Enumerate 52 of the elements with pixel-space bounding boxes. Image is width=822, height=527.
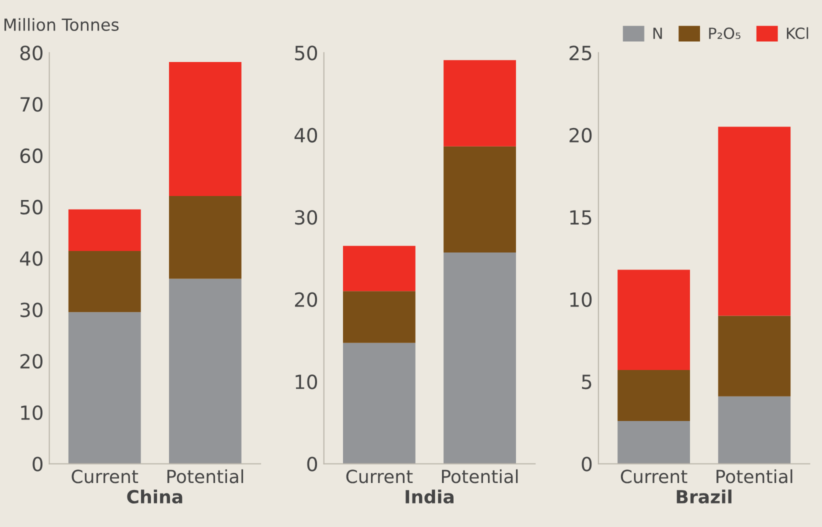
x-axis-title: Brazil bbox=[676, 490, 732, 504]
y-tick-label: 40 bbox=[20, 251, 42, 266]
y-tick-label: 20 bbox=[570, 128, 592, 143]
bar bbox=[618, 370, 690, 422]
y-tick-label: 40 bbox=[294, 128, 318, 143]
x-tick-label: Current bbox=[620, 470, 688, 484]
y-tick-label: 60 bbox=[20, 148, 42, 164]
y-tick-label: 10 bbox=[296, 374, 318, 390]
y-tick-label: 50 bbox=[295, 46, 318, 60]
y-tick-label: 10 bbox=[570, 292, 592, 307]
y-tick-label: 80 bbox=[20, 46, 42, 60]
legend-label: KCl bbox=[786, 27, 808, 40]
bar bbox=[169, 278, 242, 464]
bar bbox=[169, 62, 242, 196]
bar bbox=[343, 291, 416, 343]
x-tick-label: Current bbox=[72, 470, 138, 484]
y-tick-label: 0 bbox=[582, 456, 592, 472]
bar bbox=[68, 312, 141, 464]
y-tick-label: 20 bbox=[295, 292, 318, 307]
legend-label: P₂O₅ bbox=[709, 27, 740, 40]
y-tick-label: 50 bbox=[20, 200, 42, 215]
bar bbox=[718, 396, 791, 464]
y-tick-label: 25 bbox=[570, 46, 592, 60]
bar bbox=[343, 342, 416, 464]
bar bbox=[343, 246, 416, 292]
y-tick-label: 30 bbox=[295, 210, 318, 225]
y-tick-label: 5 bbox=[582, 374, 592, 390]
y-tick-label: 0 bbox=[307, 456, 318, 472]
bar bbox=[444, 146, 516, 252]
bar bbox=[718, 126, 791, 316]
x-tick-label: Potential bbox=[716, 469, 792, 484]
bar bbox=[444, 252, 516, 464]
y-tick-label: 30 bbox=[20, 302, 42, 318]
y-tick-label: 15 bbox=[570, 210, 592, 225]
x-axis-title: India bbox=[406, 490, 454, 504]
x-tick-label: Current bbox=[346, 470, 413, 484]
bar bbox=[444, 60, 516, 146]
bar bbox=[68, 251, 141, 312]
y-tick-label: 20 bbox=[20, 354, 42, 369]
bar bbox=[618, 421, 690, 464]
y-tick-label: 10 bbox=[21, 405, 42, 420]
bar bbox=[68, 209, 141, 252]
bar bbox=[169, 196, 242, 279]
x-tick-label: Potential bbox=[167, 469, 244, 484]
y-axis-title: Million Tonnes bbox=[4, 18, 119, 31]
y-tick-label: 0 bbox=[32, 456, 42, 472]
bar bbox=[718, 316, 791, 396]
x-tick-label: Potential bbox=[442, 469, 518, 484]
y-tick-label: 70 bbox=[20, 97, 42, 112]
bar bbox=[618, 270, 690, 370]
x-axis-title: China bbox=[127, 490, 182, 504]
legend-label: N bbox=[653, 28, 662, 39]
